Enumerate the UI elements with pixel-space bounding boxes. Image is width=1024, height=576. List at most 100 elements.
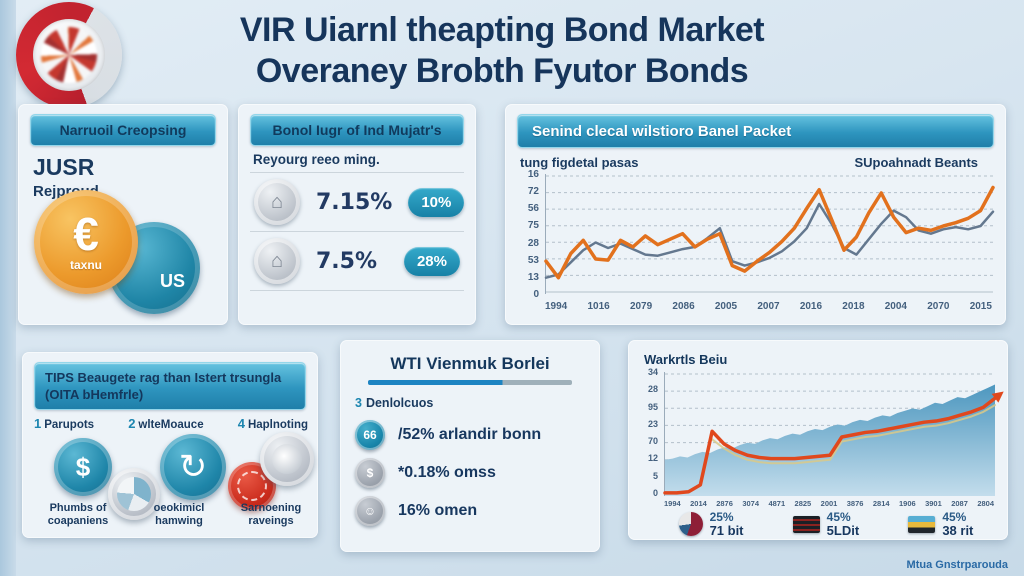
pie-glyph — [117, 477, 151, 511]
rates-panel: Bonol Iugr of Ind Mujatr's Reyourg reeo … — [238, 104, 476, 325]
title-line-1: VIR Uiarnl theapting Bond Market — [239, 11, 765, 49]
wti-underline-bar — [368, 380, 572, 385]
legend-item: 25% 71 bit — [678, 510, 744, 538]
x-tick: 2015 — [969, 301, 992, 312]
logo-collage-icon — [41, 27, 97, 83]
y-tick: 56 — [527, 203, 539, 215]
logo-inner-ring — [33, 19, 105, 91]
x-tick: 1906 — [898, 499, 916, 508]
x-tick: 3901 — [925, 499, 942, 508]
y-tick: 28 — [527, 237, 539, 249]
x-tick: 3876 — [846, 499, 864, 508]
badge-66-icon: 66 — [355, 420, 385, 450]
y-tick: 23 — [647, 418, 658, 429]
step-label: wlteMoauce — [138, 419, 204, 431]
us-coin-label: US — [159, 271, 185, 291]
currency-code: JUSR — [33, 154, 95, 180]
alert-coin-icon — [228, 462, 276, 510]
bank-coin-icon: ⌂ — [254, 238, 300, 284]
euro-symbol: € — [73, 208, 99, 260]
bond-line-chart — [544, 175, 995, 293]
x-tick: 2016 — [799, 301, 823, 312]
area-chart-legend: 25% 71 bit 45% 5LDit 45% 38 rit — [654, 510, 998, 538]
legend-pct: 25% — [709, 510, 734, 524]
tips-panel: TIPS Beaugete rag than Istert trsungla (… — [22, 352, 318, 538]
stat-row: ☺ 16% omen — [355, 496, 590, 526]
y-tick: 95 — [647, 401, 658, 412]
x-tick: 2086 — [672, 301, 695, 312]
face-badge-icon: ☺ — [355, 496, 385, 526]
y-tick: 13 — [527, 271, 539, 283]
wti-sub-number: 3 — [355, 396, 362, 410]
silver-medal-icon — [260, 432, 314, 486]
legend-label: 71 bit — [709, 523, 744, 538]
line-chart-right-label: SUpoahnadt Beants — [854, 155, 978, 170]
line-chart-panel: Senind clecal wilstioro Banel Packet tun… — [505, 104, 1006, 325]
line-chart-plot — [544, 174, 995, 294]
line-chart-x-axis: 1994 1016 2079 2086 2005 2007 2016 2018 … — [545, 301, 992, 312]
y-tick: 28 — [647, 384, 658, 395]
legend-label: 38 rit — [942, 523, 974, 538]
step-number: 4 — [237, 416, 245, 431]
y-tick: 5 — [652, 470, 658, 481]
tips-step: 2 wlteMoauce — [128, 416, 203, 431]
rate-value: 7.5% — [316, 248, 378, 274]
legend-item: 45% 5LDit — [792, 510, 860, 538]
y-tick: 70 — [647, 436, 658, 447]
refresh-coin-icon: ↻ — [160, 434, 226, 500]
x-tick: 1016 — [587, 301, 610, 312]
dollar-coin-icon: $ — [54, 438, 112, 496]
line-chart-header: Senind clecal wilstioro Banel Packet — [517, 114, 994, 148]
tips-step: 4 Haplnoting — [238, 416, 308, 431]
stat-text: *0.18% omss — [398, 464, 496, 481]
y-tick: 16 — [527, 169, 539, 180]
legend-pct: 45% — [826, 510, 851, 524]
x-tick: 2014 — [690, 499, 707, 508]
legend-item: 45% 38 rit — [908, 510, 973, 538]
tips-header-line1: TIPS Beaugete rag than Istert trsungla — [45, 370, 282, 385]
area-chart-x-axis: 1994 2014 2876 3074 4871 2825 2001 3876 … — [664, 499, 994, 508]
x-tick: 2018 — [842, 301, 865, 312]
step-number: 2 — [128, 416, 136, 431]
euro-coin-icon: € taxnu — [34, 190, 138, 294]
legend-pct: 45% — [942, 510, 967, 524]
x-tick: 2001 — [820, 499, 838, 508]
line-chart-left-label: tung figdetal pasas — [520, 155, 639, 170]
y-tick: 12 — [647, 453, 658, 464]
rate-row: ⌂ 7.15% 10% — [250, 172, 465, 232]
y-tick: 0 — [533, 288, 539, 300]
x-tick: 2814 — [872, 499, 890, 508]
scribble-glyph — [237, 471, 267, 501]
x-tick: 2007 — [757, 301, 780, 312]
x-tick: 3074 — [742, 499, 760, 508]
y-tick: 75 — [527, 220, 539, 232]
legend-label: 5LDit — [826, 523, 860, 538]
emblem-coin-icon: ⌂ — [254, 179, 300, 225]
x-tick: 2825 — [794, 499, 812, 508]
x-tick: 2087 — [951, 499, 968, 508]
line-chart-y-axis: 16 72 56 75 28 53 13 0 — [513, 169, 539, 300]
wti-sub-label: Denlolcuos — [365, 396, 434, 410]
x-tick: 2804 — [977, 499, 994, 508]
dollar-badge-icon: $ — [355, 458, 385, 488]
step-label: Haplnoting — [247, 419, 308, 431]
euro-coin-caption: taxnu — [69, 258, 102, 272]
y-tick: 53 — [527, 254, 539, 266]
area-chart-panel: Warkrtls Beiu 34 28 95 23 70 12 5 0 1994… — [628, 340, 1008, 540]
x-tick: 2004 — [884, 301, 907, 312]
market-area-chart — [663, 373, 1004, 496]
tips-header-line2: (OITA bHemfrle) — [45, 387, 144, 402]
step-number: 1 — [34, 416, 42, 431]
stat-row: 66 /52% arlandir bonn — [355, 420, 590, 450]
tips-caption: Phumbs of coapaniens — [47, 502, 109, 527]
wti-stats: 66 /52% arlandir bonn $ *0.18% omss ☺ 16… — [355, 420, 590, 526]
wti-panel: WTI Vienmuk Borlei 3 Denlolcuos 66 /52% a… — [340, 340, 600, 552]
striped-flag-icon — [792, 515, 820, 533]
rate-row: ⌂ 7.5% 28% — [250, 232, 464, 291]
tips-caption: oeokimicl hamwing — [153, 502, 205, 527]
title-line-2: Overaney Brobth Fyutor Bonds — [255, 52, 749, 90]
rates-subtitle: Reyourg reeo ming. — [253, 152, 380, 167]
pie-chart-coin-icon — [108, 468, 160, 520]
cloud-glyph — [272, 444, 302, 474]
footer-credit: Mtua Gnstrparouda — [906, 559, 1008, 571]
